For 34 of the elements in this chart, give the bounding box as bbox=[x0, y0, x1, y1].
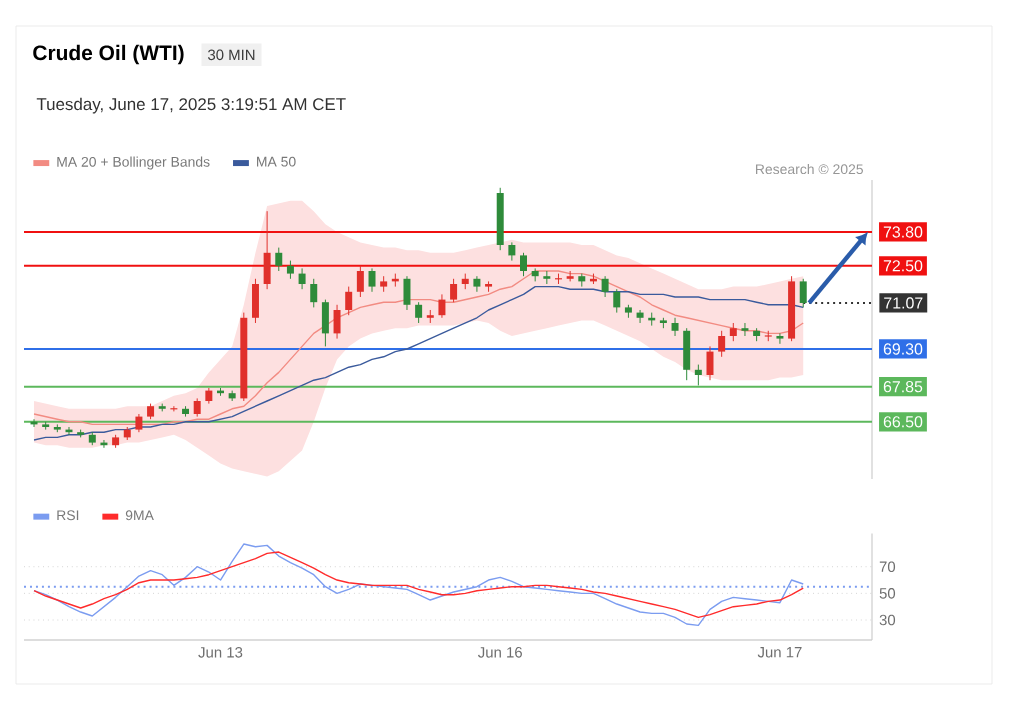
candlestick bbox=[345, 286, 353, 316]
candlestick bbox=[135, 413, 143, 433]
chart-title: Crude Oil (WTI) bbox=[33, 44, 184, 65]
candlestick bbox=[298, 267, 306, 290]
candlestick bbox=[508, 241, 516, 262]
candlestick bbox=[403, 275, 411, 311]
candlestick bbox=[718, 330, 726, 358]
candlestick bbox=[741, 322, 749, 337]
candlestick bbox=[799, 278, 807, 308]
candlestick bbox=[263, 210, 271, 290]
candlestick bbox=[193, 397, 201, 418]
candlestick bbox=[415, 301, 423, 324]
candlestick bbox=[566, 270, 574, 282]
candlestick bbox=[636, 309, 644, 324]
candlestick bbox=[520, 252, 528, 277]
candlestick bbox=[356, 265, 364, 298]
candlestick bbox=[473, 275, 481, 293]
candlestick bbox=[333, 304, 341, 340]
candlestick bbox=[613, 288, 621, 314]
candlestick bbox=[438, 293, 446, 319]
chart-subtitle: Tuesday, June 17, 2025 3:19:51 AM CET bbox=[36, 97, 346, 114]
candlestick bbox=[601, 275, 609, 298]
candlestick bbox=[694, 364, 702, 386]
candlestick bbox=[776, 332, 784, 345]
candlestick bbox=[310, 278, 318, 308]
candlestick bbox=[368, 267, 376, 293]
candlestick bbox=[729, 322, 737, 342]
candlestick bbox=[450, 278, 458, 303]
candlestick bbox=[275, 247, 283, 272]
candlestick bbox=[671, 317, 679, 337]
candlestick bbox=[683, 327, 691, 381]
candlestick bbox=[286, 260, 294, 280]
candlestick bbox=[251, 278, 259, 324]
candlestick bbox=[321, 299, 329, 347]
